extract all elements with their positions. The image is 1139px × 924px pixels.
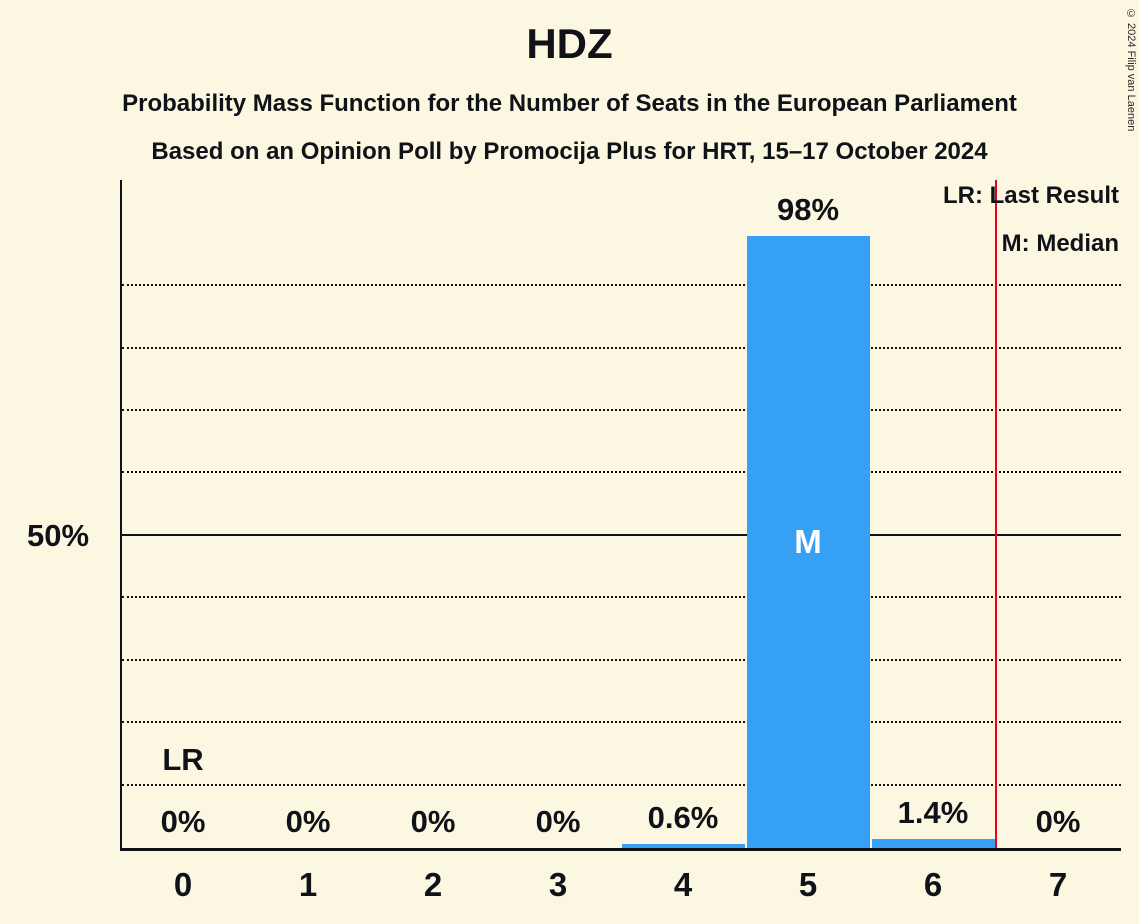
bar-value-label-0: 0% [160, 804, 206, 839]
legend-median: M: Median [1001, 230, 1119, 257]
bar-value-label-2: 0% [410, 804, 456, 839]
bar-value-label-7: 0% [1035, 804, 1081, 839]
x-tick-label-5: 5 [798, 866, 818, 903]
last-result-annotation: LR [162, 742, 204, 777]
bar-seats-6 [871, 839, 995, 848]
x-tick-label-4: 4 [673, 866, 693, 903]
x-tick-label-2: 2 [423, 866, 443, 903]
x-tick-label-1: 1 [298, 866, 318, 903]
chart-subtitle-2: Based on an Opinion Poll by Promocija Pl… [151, 138, 988, 165]
bar-value-label-5: 98% [776, 192, 840, 228]
gridline-60pct [122, 471, 1121, 474]
y-axis-tick-label: 50% [26, 518, 90, 553]
x-tick-label-7: 7 [1048, 866, 1068, 903]
gridline-40pct [122, 596, 1121, 599]
gridline-10pct [122, 783, 1121, 786]
chart-title: HDZ [526, 20, 613, 67]
gridline-30pct [122, 658, 1121, 661]
bar-seats-4 [621, 844, 745, 848]
bar-value-label-6: 1.4% [897, 795, 969, 831]
legend-last-result: LR: Last Result [942, 182, 1119, 209]
x-tick-label-0: 0 [173, 866, 193, 903]
chart-subtitle-1: Probability Mass Function for the Number… [122, 90, 1017, 117]
gridline-50pct-solid [122, 533, 1121, 536]
gridline-90pct [122, 284, 1121, 287]
plot-area: 0% 0 0% 1 0% 2 0% 3 0.6% 4 M 98% 5 1.4% 6 0% 7 LR [120, 180, 1121, 903]
x-tick-label-3: 3 [548, 866, 568, 903]
bar-value-label-3: 0% [535, 804, 581, 839]
gridline-20pct [122, 721, 1121, 724]
bar-value-label-4: 0.6% [647, 800, 719, 836]
gridline-70pct [122, 409, 1121, 411]
copyright-notice: © 2024 Filip van Laenen [1125, 8, 1137, 132]
last-result-line [994, 180, 997, 848]
bar-value-label-1: 0% [285, 804, 331, 839]
gridline-80pct [122, 346, 1121, 349]
legend: LR: Last Result M: Median [943, 182, 1119, 278]
median-marker: M [794, 523, 822, 561]
bar-seats-5: M [746, 236, 870, 848]
x-tick-label-6: 6 [923, 866, 943, 903]
